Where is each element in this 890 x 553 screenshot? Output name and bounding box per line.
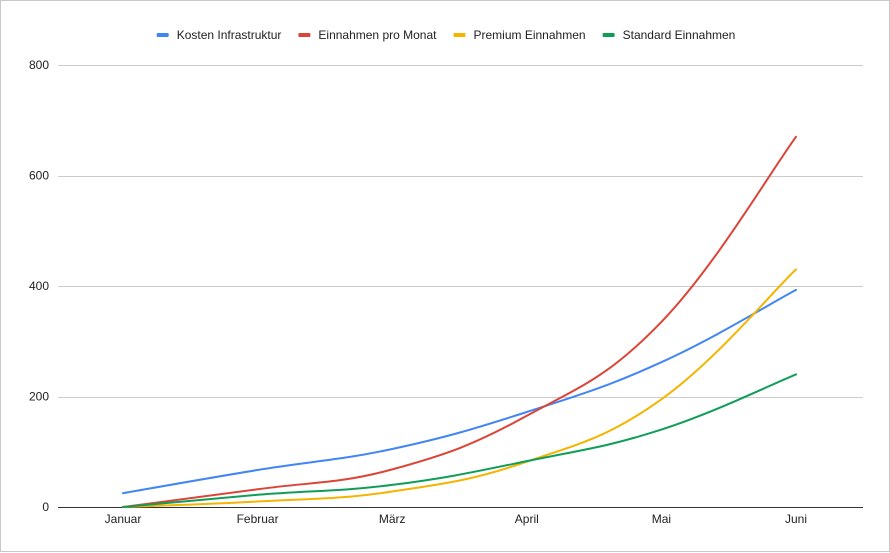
legend-label-4: Standard Einnahmen [623,28,736,42]
legend[interactable]: Kosten Infrastruktur Einnahmen pro Monat P… [156,28,736,42]
legend-label-2: Einnahmen pro Monat [318,28,437,42]
legend-swatch-1 [156,33,169,37]
x-tick-label-5: Mai [652,512,671,526]
y-tick-label-0: 0 [42,500,49,514]
x-tick-label-2: Februar [237,512,279,526]
legend-label-3: Premium Einnahmen [474,28,586,42]
y-tick-label-200: 200 [29,390,49,404]
series-line-1[interactable] [122,288,797,495]
y-tick-label-800: 800 [29,58,49,72]
legend-item-2[interactable]: Einnahmen pro Monat [298,28,437,42]
series-lines [122,135,797,508]
legend-item-1[interactable]: Kosten Infrastruktur [156,28,282,42]
legend-swatch-3 [453,33,466,37]
legend-swatch-2 [298,33,311,37]
y-axis-ticks: 0 200 400 600 800 [29,58,49,514]
series-line-4[interactable] [122,373,797,508]
legend-label-1: Kosten Infrastruktur [177,28,282,42]
x-tick-label-6: Juni [785,512,807,526]
gridlines [58,65,863,508]
x-axis-ticks: Januar Februar März April Mai Juni [105,512,807,526]
legend-swatch-4 [602,33,615,37]
legend-item-3[interactable]: Premium Einnahmen [453,28,586,42]
series-line-2[interactable] [122,135,797,508]
legend-item-4[interactable]: Standard Einnahmen [602,28,736,42]
series-line-3[interactable] [122,268,797,508]
x-tick-label-1: Januar [105,512,142,526]
y-tick-label-600: 600 [29,169,49,183]
y-tick-label-400: 400 [29,279,49,293]
x-tick-label-4: April [515,512,539,526]
x-tick-label-3: März [379,512,406,526]
